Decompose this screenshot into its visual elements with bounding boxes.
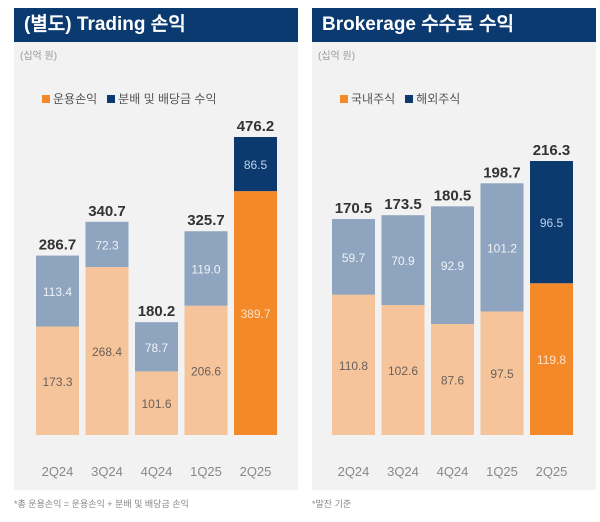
x-tick-label: 4Q24	[141, 464, 173, 479]
x-tick-label: 3Q24	[91, 464, 123, 479]
bar-segment	[234, 137, 277, 192]
footnote: *말잔 기준	[312, 499, 352, 509]
bar-segment	[381, 215, 425, 306]
bar-segment	[85, 267, 129, 435]
legend-item: 분배 및 배당금 수익	[107, 90, 217, 107]
legend-item: 해외주식	[405, 90, 460, 107]
x-tick-label: 2Q24	[42, 464, 74, 479]
x-tick-label: 2Q25	[536, 464, 568, 479]
total-label: 216.3	[533, 142, 571, 159]
x-tick-label: 4Q24	[437, 464, 469, 479]
data-label: 206.6	[191, 364, 221, 378]
bar-segment	[135, 371, 178, 435]
data-label: 87.6	[441, 374, 465, 388]
bar-segment	[381, 305, 425, 435]
total-label: 170.5	[335, 200, 373, 217]
x-tick-label: 2Q25	[240, 464, 272, 479]
data-label: 102.6	[388, 364, 418, 378]
data-label: 92.9	[441, 259, 465, 273]
bar-segment	[480, 311, 524, 435]
bar-segment	[530, 161, 573, 284]
bar-segment	[85, 221, 129, 268]
data-label: 268.4	[92, 345, 122, 359]
data-label: 72.3	[95, 238, 119, 252]
total-label: 325.7	[187, 212, 225, 229]
total-label: 340.7	[88, 203, 126, 220]
data-label: 96.5	[540, 216, 564, 230]
data-label: 110.8	[339, 359, 368, 373]
legend-item: 국내주식	[340, 90, 395, 107]
bar-segment	[431, 324, 474, 435]
data-label: 101.6	[141, 397, 171, 411]
data-label: 119.8	[537, 353, 566, 367]
footnote: *총 운용손익 = 운용손익 + 분배 및 배당금 손익	[14, 499, 189, 509]
data-label: 70.9	[391, 254, 415, 268]
bar-segment	[431, 206, 474, 325]
total-label: 180.2	[138, 303, 176, 320]
bar-segment	[36, 255, 79, 327]
bar-segment	[135, 322, 178, 372]
bar-segment	[234, 191, 277, 435]
unit-label: (십억 원)	[318, 51, 356, 62]
bar-segment	[480, 183, 524, 312]
x-tick-label: 2Q24	[338, 464, 370, 479]
chart-title: (별도) Trading 손익	[14, 8, 298, 42]
legend-item: 운용손익	[42, 90, 97, 107]
data-label: 389.7	[240, 307, 270, 321]
total-label: 476.2	[237, 118, 275, 135]
total-label: 173.5	[384, 196, 422, 213]
data-label: 113.4	[43, 285, 72, 299]
data-label: 101.2	[487, 241, 517, 255]
x-tick-label: 1Q25	[486, 464, 518, 479]
legend: 국내주식 해외주식	[340, 90, 460, 107]
bar-segment	[332, 294, 375, 435]
data-label: 78.7	[145, 341, 169, 355]
data-label: 59.7	[342, 251, 366, 265]
total-label: 198.7	[483, 164, 521, 181]
bar-segment	[530, 283, 573, 435]
bar-segment	[332, 219, 375, 295]
bar-segment	[184, 305, 228, 435]
chart-title: Brokerage 수수료 수익	[312, 8, 596, 42]
data-label: 119.0	[191, 262, 220, 276]
unit-label: (십억 원)	[20, 51, 58, 62]
total-label: 286.7	[39, 237, 77, 254]
x-tick-label: 1Q25	[190, 464, 222, 479]
data-label: 173.3	[42, 375, 72, 389]
legend: 운용손익 분배 및 배당금 수익	[42, 90, 217, 107]
data-label: 86.5	[244, 158, 268, 172]
bar-segment	[36, 326, 79, 435]
total-label: 180.5	[434, 187, 472, 204]
data-label: 97.5	[490, 367, 514, 381]
bar-segment	[184, 231, 228, 306]
x-tick-label: 3Q24	[387, 464, 419, 479]
